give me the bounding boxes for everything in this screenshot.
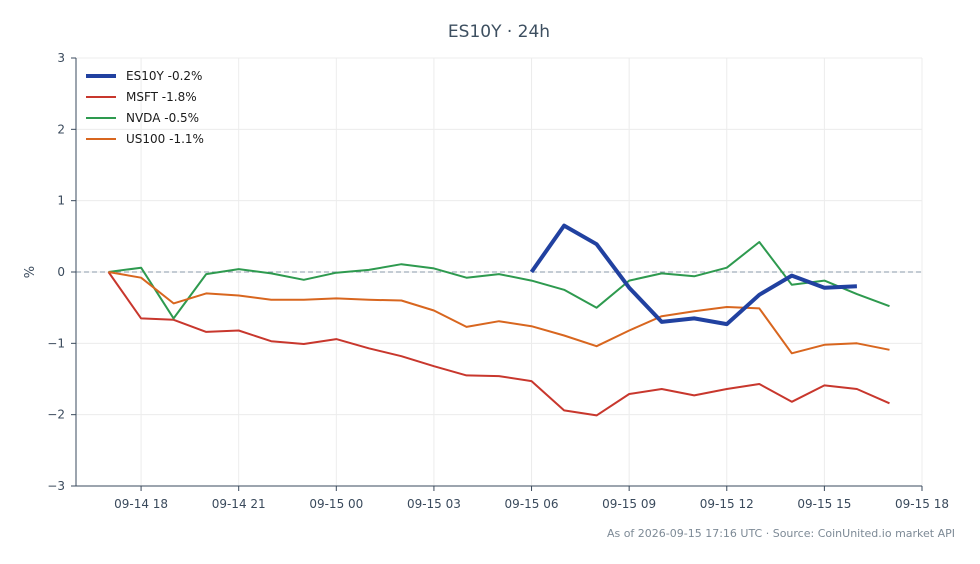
legend: ES10Y -0.2% MSFT -1.8% NVDA -0.5% US100 -1.… bbox=[86, 69, 204, 146]
series-line-nvda bbox=[108, 241, 890, 320]
legend-label-msft: MSFT -1.8% bbox=[126, 90, 197, 104]
legend-label-nvda: NVDA -0.5% bbox=[126, 111, 199, 125]
series-layer bbox=[107, 223, 890, 417]
x-tick-label: 09-15 00 bbox=[309, 497, 363, 511]
legend-label-es10y: ES10Y -0.2% bbox=[126, 69, 202, 83]
axes: −3 −2 −1 0 1 2 3 09-14 18 09-14 21 09-15 00 09-15 … bbox=[47, 51, 949, 511]
legend-label-us100: US100 -1.1% bbox=[126, 132, 204, 146]
y-tick-label: −1 bbox=[47, 336, 65, 350]
y-tick-label: 0 bbox=[57, 265, 65, 279]
x-tick-label: 09-15 15 bbox=[797, 497, 851, 511]
grid bbox=[76, 57, 923, 487]
x-tick-label: 09-15 06 bbox=[505, 497, 559, 511]
series-line-es10y bbox=[529, 223, 857, 327]
x-tick-label: 09-15 12 bbox=[700, 497, 754, 511]
x-tick-label: 09-15 09 bbox=[602, 497, 656, 511]
y-tick-label: 3 bbox=[57, 51, 65, 65]
chart-title: ES10Y · 24h bbox=[448, 22, 550, 42]
y-tick-label: 2 bbox=[57, 122, 65, 136]
series-line-msft bbox=[107, 271, 890, 417]
x-tick-label: 09-14 18 bbox=[114, 497, 168, 511]
y-tick-label: −3 bbox=[47, 479, 65, 493]
y-tick-label: 1 bbox=[57, 194, 65, 208]
chart-footer: As of 2026-09-15 17:16 UTC · Source: Coi… bbox=[607, 527, 955, 540]
y-axis-label: % bbox=[23, 266, 38, 278]
series-line-us100 bbox=[108, 271, 890, 355]
y-tick-label: −2 bbox=[47, 408, 65, 422]
x-tick-label: 09-14 21 bbox=[212, 497, 266, 511]
x-tick-label: 09-15 03 bbox=[407, 497, 461, 511]
x-tick-label: 09-15 18 bbox=[895, 497, 949, 511]
